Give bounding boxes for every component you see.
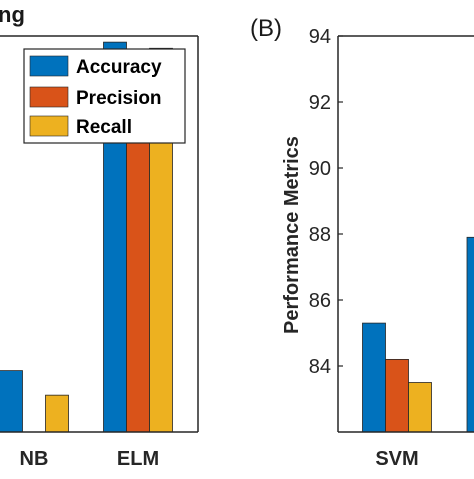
panel-b-bars — [363, 237, 474, 432]
legend-label-accuracy: Accuracy — [76, 57, 162, 78]
bar-svm-recall — [409, 383, 432, 433]
x-tick-label-elm: ELM — [117, 448, 159, 470]
panel-b-x-tick-labels: SVM — [375, 448, 418, 470]
y-tick-label-88: 88 — [309, 224, 331, 246]
bar-nb-accuracy — [0, 371, 23, 432]
panel-b-y-axis-label: Performance Metrics — [281, 136, 303, 334]
y-tick-label-84: 84 — [309, 356, 331, 378]
panel-b-label: (B) — [250, 15, 282, 42]
legend-label-precision: Precision — [76, 88, 162, 109]
y-tick-label-90: 90 — [309, 158, 331, 180]
y-tick-label-86: 86 — [309, 290, 331, 312]
legend-label-recall: Recall — [76, 117, 132, 138]
panel-a-x-tick-labels: NB ELM — [20, 448, 160, 470]
panel-a: ng NB ELM Accuracy Precision Recall — [0, 2, 198, 470]
y-tick-label-94: 94 — [309, 26, 331, 48]
legend-swatch-precision — [30, 87, 68, 107]
x-tick-label-nb: NB — [20, 448, 49, 470]
bar-svm-precision — [386, 359, 409, 432]
legend-swatch-recall — [30, 116, 68, 136]
bar-nb-recall — [46, 395, 69, 432]
y-tick-label-92: 92 — [309, 92, 331, 114]
bar-next-group-accuracy — [467, 237, 474, 432]
bar-svm-accuracy — [363, 323, 386, 432]
legend-swatch-accuracy — [30, 56, 68, 76]
panel-b: (B) Performance Metrics 84 86 88 90 92 94 SVM — [250, 15, 474, 470]
legend: Accuracy Precision Recall — [24, 49, 185, 143]
x-tick-label-svm: SVM — [375, 448, 418, 470]
panel-a-title: ng — [0, 2, 25, 27]
